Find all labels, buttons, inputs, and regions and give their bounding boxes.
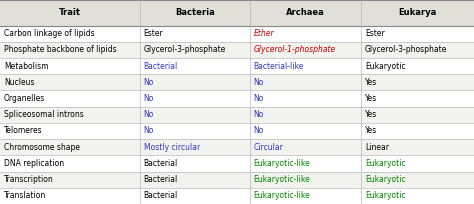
Text: Eukaryotic: Eukaryotic <box>365 62 406 71</box>
Text: Chromosome shape: Chromosome shape <box>4 143 80 152</box>
Text: Bacterial: Bacterial <box>144 62 178 71</box>
Bar <box>0 0 474 26</box>
Text: Eukarya: Eukarya <box>399 8 437 17</box>
Text: Glycerol-3-phosphate: Glycerol-3-phosphate <box>365 45 447 54</box>
Text: Ester: Ester <box>144 29 164 38</box>
Text: Eukaryotic: Eukaryotic <box>365 191 406 200</box>
Text: DNA replication: DNA replication <box>4 159 64 168</box>
Text: Eukaryotic-like: Eukaryotic-like <box>254 175 310 184</box>
Text: Circular: Circular <box>254 143 283 152</box>
Text: Bacterial: Bacterial <box>144 159 178 168</box>
Text: No: No <box>144 110 154 119</box>
Text: Translation: Translation <box>4 191 46 200</box>
Text: No: No <box>254 110 264 119</box>
Text: Yes: Yes <box>365 126 377 135</box>
Text: Ether: Ether <box>254 29 274 38</box>
Text: Nucleus: Nucleus <box>4 78 34 87</box>
Text: Bacterial-like: Bacterial-like <box>254 62 304 71</box>
Text: Eukaryotic-like: Eukaryotic-like <box>254 159 310 168</box>
Text: Yes: Yes <box>365 94 377 103</box>
Text: No: No <box>144 78 154 87</box>
Bar <box>0 155 474 172</box>
Bar <box>0 42 474 58</box>
Text: Carbon linkage of lipids: Carbon linkage of lipids <box>4 29 94 38</box>
Text: Phosphate backbone of lipids: Phosphate backbone of lipids <box>4 45 117 54</box>
Text: Organelles: Organelles <box>4 94 45 103</box>
Text: Telomeres: Telomeres <box>4 126 42 135</box>
Text: No: No <box>144 126 154 135</box>
Text: Glycerol-3-phosphate: Glycerol-3-phosphate <box>144 45 226 54</box>
Text: No: No <box>254 94 264 103</box>
Text: Eukaryotic-like: Eukaryotic-like <box>254 191 310 200</box>
Text: Mostly circular: Mostly circular <box>144 143 200 152</box>
Bar <box>0 172 474 188</box>
Text: Linear: Linear <box>365 143 389 152</box>
Bar <box>0 123 474 139</box>
Text: Trait: Trait <box>59 8 81 17</box>
Text: Bacterial: Bacterial <box>144 175 178 184</box>
Bar <box>0 26 474 42</box>
Text: Yes: Yes <box>365 110 377 119</box>
Text: Transcription: Transcription <box>4 175 54 184</box>
Text: No: No <box>144 94 154 103</box>
Bar <box>0 90 474 107</box>
Bar <box>0 107 474 123</box>
Bar <box>0 188 474 204</box>
Bar <box>0 139 474 155</box>
Text: Metabolism: Metabolism <box>4 62 48 71</box>
Bar <box>0 58 474 74</box>
Text: Archaea: Archaea <box>286 8 325 17</box>
Text: Eukaryotic: Eukaryotic <box>365 175 406 184</box>
Text: No: No <box>254 126 264 135</box>
Text: Bacterial: Bacterial <box>144 191 178 200</box>
Text: Ester: Ester <box>365 29 385 38</box>
Text: Yes: Yes <box>365 78 377 87</box>
Text: Bacteria: Bacteria <box>175 8 215 17</box>
Text: Spliceosomal introns: Spliceosomal introns <box>4 110 83 119</box>
Text: No: No <box>254 78 264 87</box>
Text: Glycerol-1-phosphate: Glycerol-1-phosphate <box>254 45 336 54</box>
Text: Eukaryotic: Eukaryotic <box>365 159 406 168</box>
Bar <box>0 74 474 90</box>
